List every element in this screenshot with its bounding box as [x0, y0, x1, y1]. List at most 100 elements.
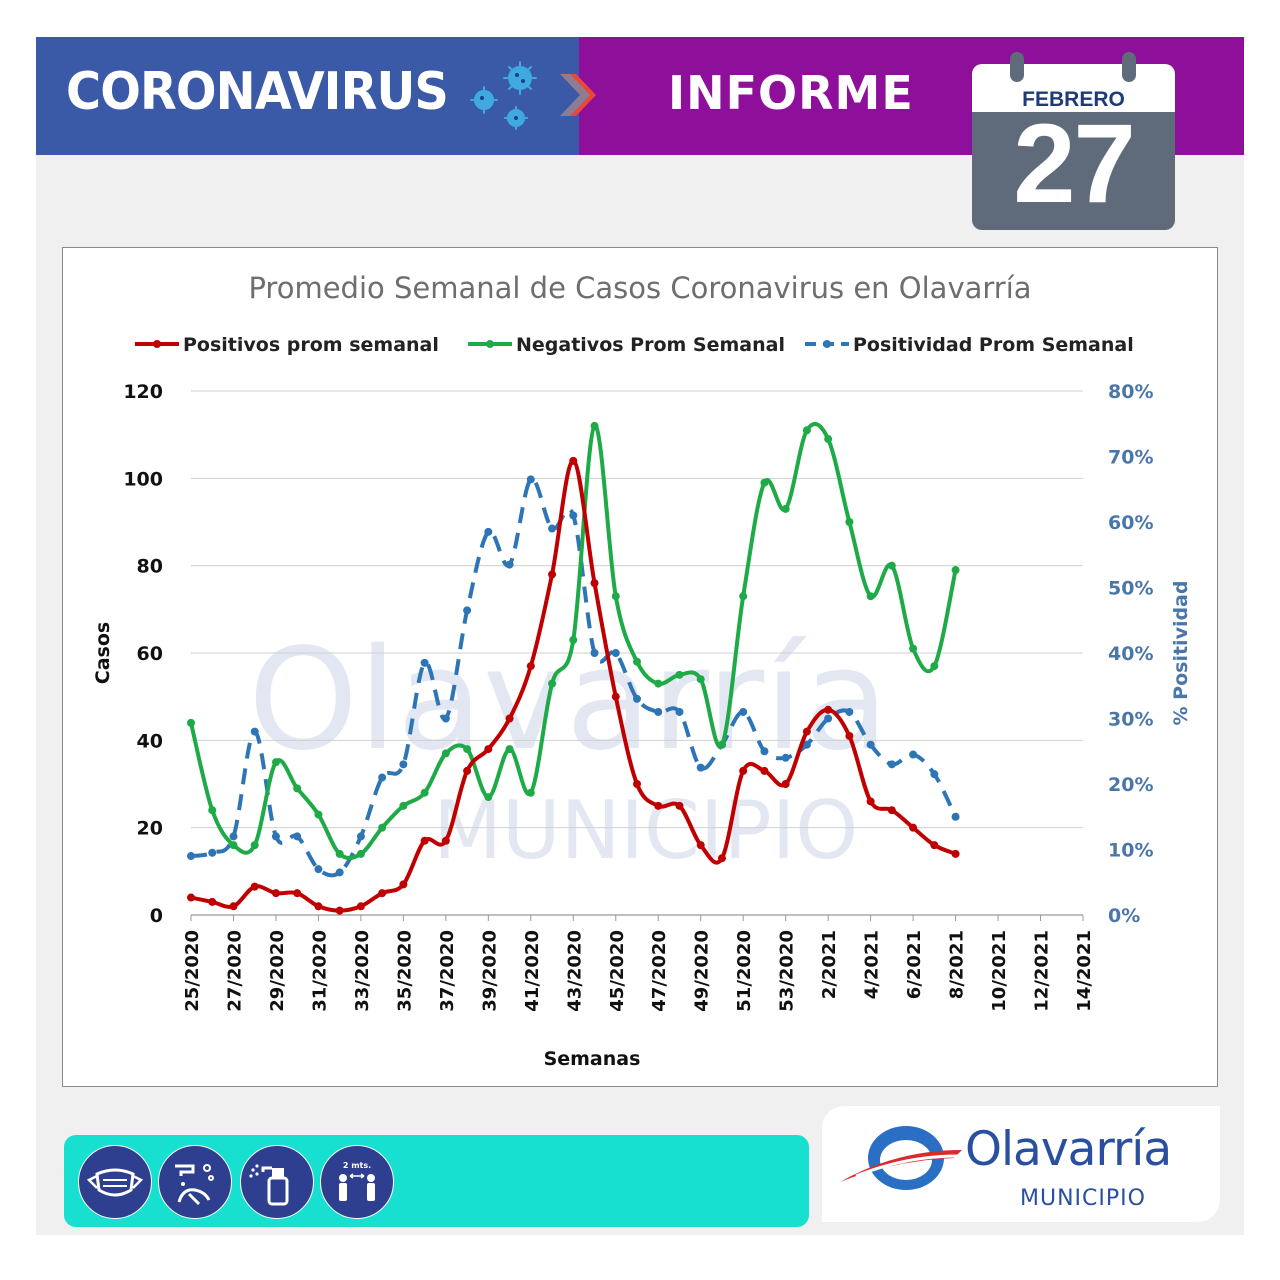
y2-tick-label: 70% [1108, 447, 1153, 469]
calendar-month: FEBRERO [1022, 88, 1125, 111]
data-point [802, 740, 811, 749]
data-point [590, 421, 599, 430]
y2-tick-label: 40% [1108, 643, 1153, 665]
data-point [845, 518, 854, 526]
y-tick-label: 100 [123, 468, 163, 490]
x-tick-label: 29/2020 [267, 930, 288, 1012]
x-tick-label: 2/2021 [819, 930, 840, 999]
data-point [696, 675, 705, 684]
data-point [569, 456, 578, 465]
data-point [717, 740, 726, 749]
data-point [356, 902, 365, 911]
x-tick-label: 51/2020 [734, 930, 755, 1012]
data-point [420, 788, 429, 797]
x-tick-label: 33/2020 [352, 930, 373, 1012]
data-point [739, 707, 748, 716]
data-point [611, 692, 620, 701]
data-point [271, 889, 280, 898]
data-point [484, 527, 493, 536]
x-tick-label: 27/2020 [224, 930, 245, 1012]
x-tick-label: 10/2021 [989, 930, 1010, 1012]
data-point [887, 760, 896, 769]
data-point [611, 649, 620, 657]
x-tick-label: 35/2020 [394, 930, 415, 1012]
data-point [654, 801, 663, 810]
data-point [887, 806, 896, 815]
data-point [441, 749, 450, 758]
x-tick-label: 25/2020 [182, 930, 203, 1012]
calendar-day: 27 [1013, 101, 1136, 226]
data-point [208, 848, 217, 857]
calendar-ring-icon [1122, 52, 1136, 82]
data-point [633, 780, 641, 788]
data-point [314, 865, 323, 874]
series-1 [187, 421, 960, 860]
data-point [526, 662, 535, 671]
y-axis-ticks: 0 20 40 60 80 100 120 [123, 381, 163, 927]
data-point [293, 784, 302, 793]
data-point [951, 566, 960, 575]
svg-text:Olavarría: Olavarría [248, 619, 889, 782]
data-point [526, 788, 535, 797]
y-tick-label: 60 [137, 643, 163, 665]
legend-label: Positivos prom semanal [183, 334, 439, 356]
data-point [463, 606, 472, 615]
y2-tick-label: 50% [1108, 578, 1153, 600]
virus-icon [470, 61, 537, 130]
data-point [399, 760, 408, 769]
data-point [569, 511, 578, 520]
data-point [781, 504, 790, 513]
data-point [845, 731, 854, 740]
data-point [909, 750, 918, 759]
x-tick-label: 6/2021 [904, 930, 925, 999]
municipality-logo-icon [840, 1126, 962, 1190]
data-point [887, 561, 896, 570]
data-point [909, 823, 918, 832]
data-point [781, 780, 790, 788]
data-point [505, 560, 514, 569]
data-point [314, 810, 323, 819]
data-point [548, 524, 557, 533]
data-point [590, 649, 599, 657]
data-point [526, 475, 535, 484]
data-point [250, 882, 259, 891]
chart-series [187, 421, 960, 915]
data-point [781, 753, 790, 762]
data-point [356, 832, 365, 841]
data-point [951, 812, 960, 821]
data-point [696, 841, 705, 850]
data-point [250, 841, 259, 850]
x-tick-label: 47/2020 [649, 930, 670, 1012]
y2-tick-label: 60% [1108, 512, 1153, 534]
data-point [845, 707, 854, 716]
chart-grid [191, 390, 1083, 916]
sanitizer-spray-icon [240, 1145, 314, 1219]
header-title: CORONAVIRUS [66, 62, 449, 122]
data-point [229, 841, 238, 850]
data-point [760, 747, 769, 756]
legend-marker [153, 340, 161, 348]
data-point [399, 880, 408, 889]
distance-label: 2 mts. [343, 1161, 371, 1170]
data-point [675, 707, 684, 716]
y-tick-label: 80 [137, 556, 163, 578]
data-point [187, 893, 195, 902]
x-tick-label: 31/2020 [309, 930, 330, 1012]
data-point [930, 662, 939, 671]
data-point [802, 426, 811, 435]
data-point [335, 849, 344, 858]
series-line [190, 477, 958, 878]
x-tick-label: 12/2021 [1032, 930, 1053, 1012]
data-point [802, 727, 811, 736]
logo-name: Olavarría [965, 1122, 1172, 1177]
data-point [378, 773, 387, 782]
data-point [696, 763, 705, 772]
data-point [208, 897, 217, 906]
x-tick-label: 43/2020 [564, 930, 585, 1012]
y2-tick-label: 80% [1108, 381, 1153, 403]
data-point [250, 727, 259, 736]
data-point [930, 770, 939, 779]
data-point [441, 836, 450, 845]
report-title: INFORME [668, 66, 914, 120]
data-point [229, 902, 238, 911]
